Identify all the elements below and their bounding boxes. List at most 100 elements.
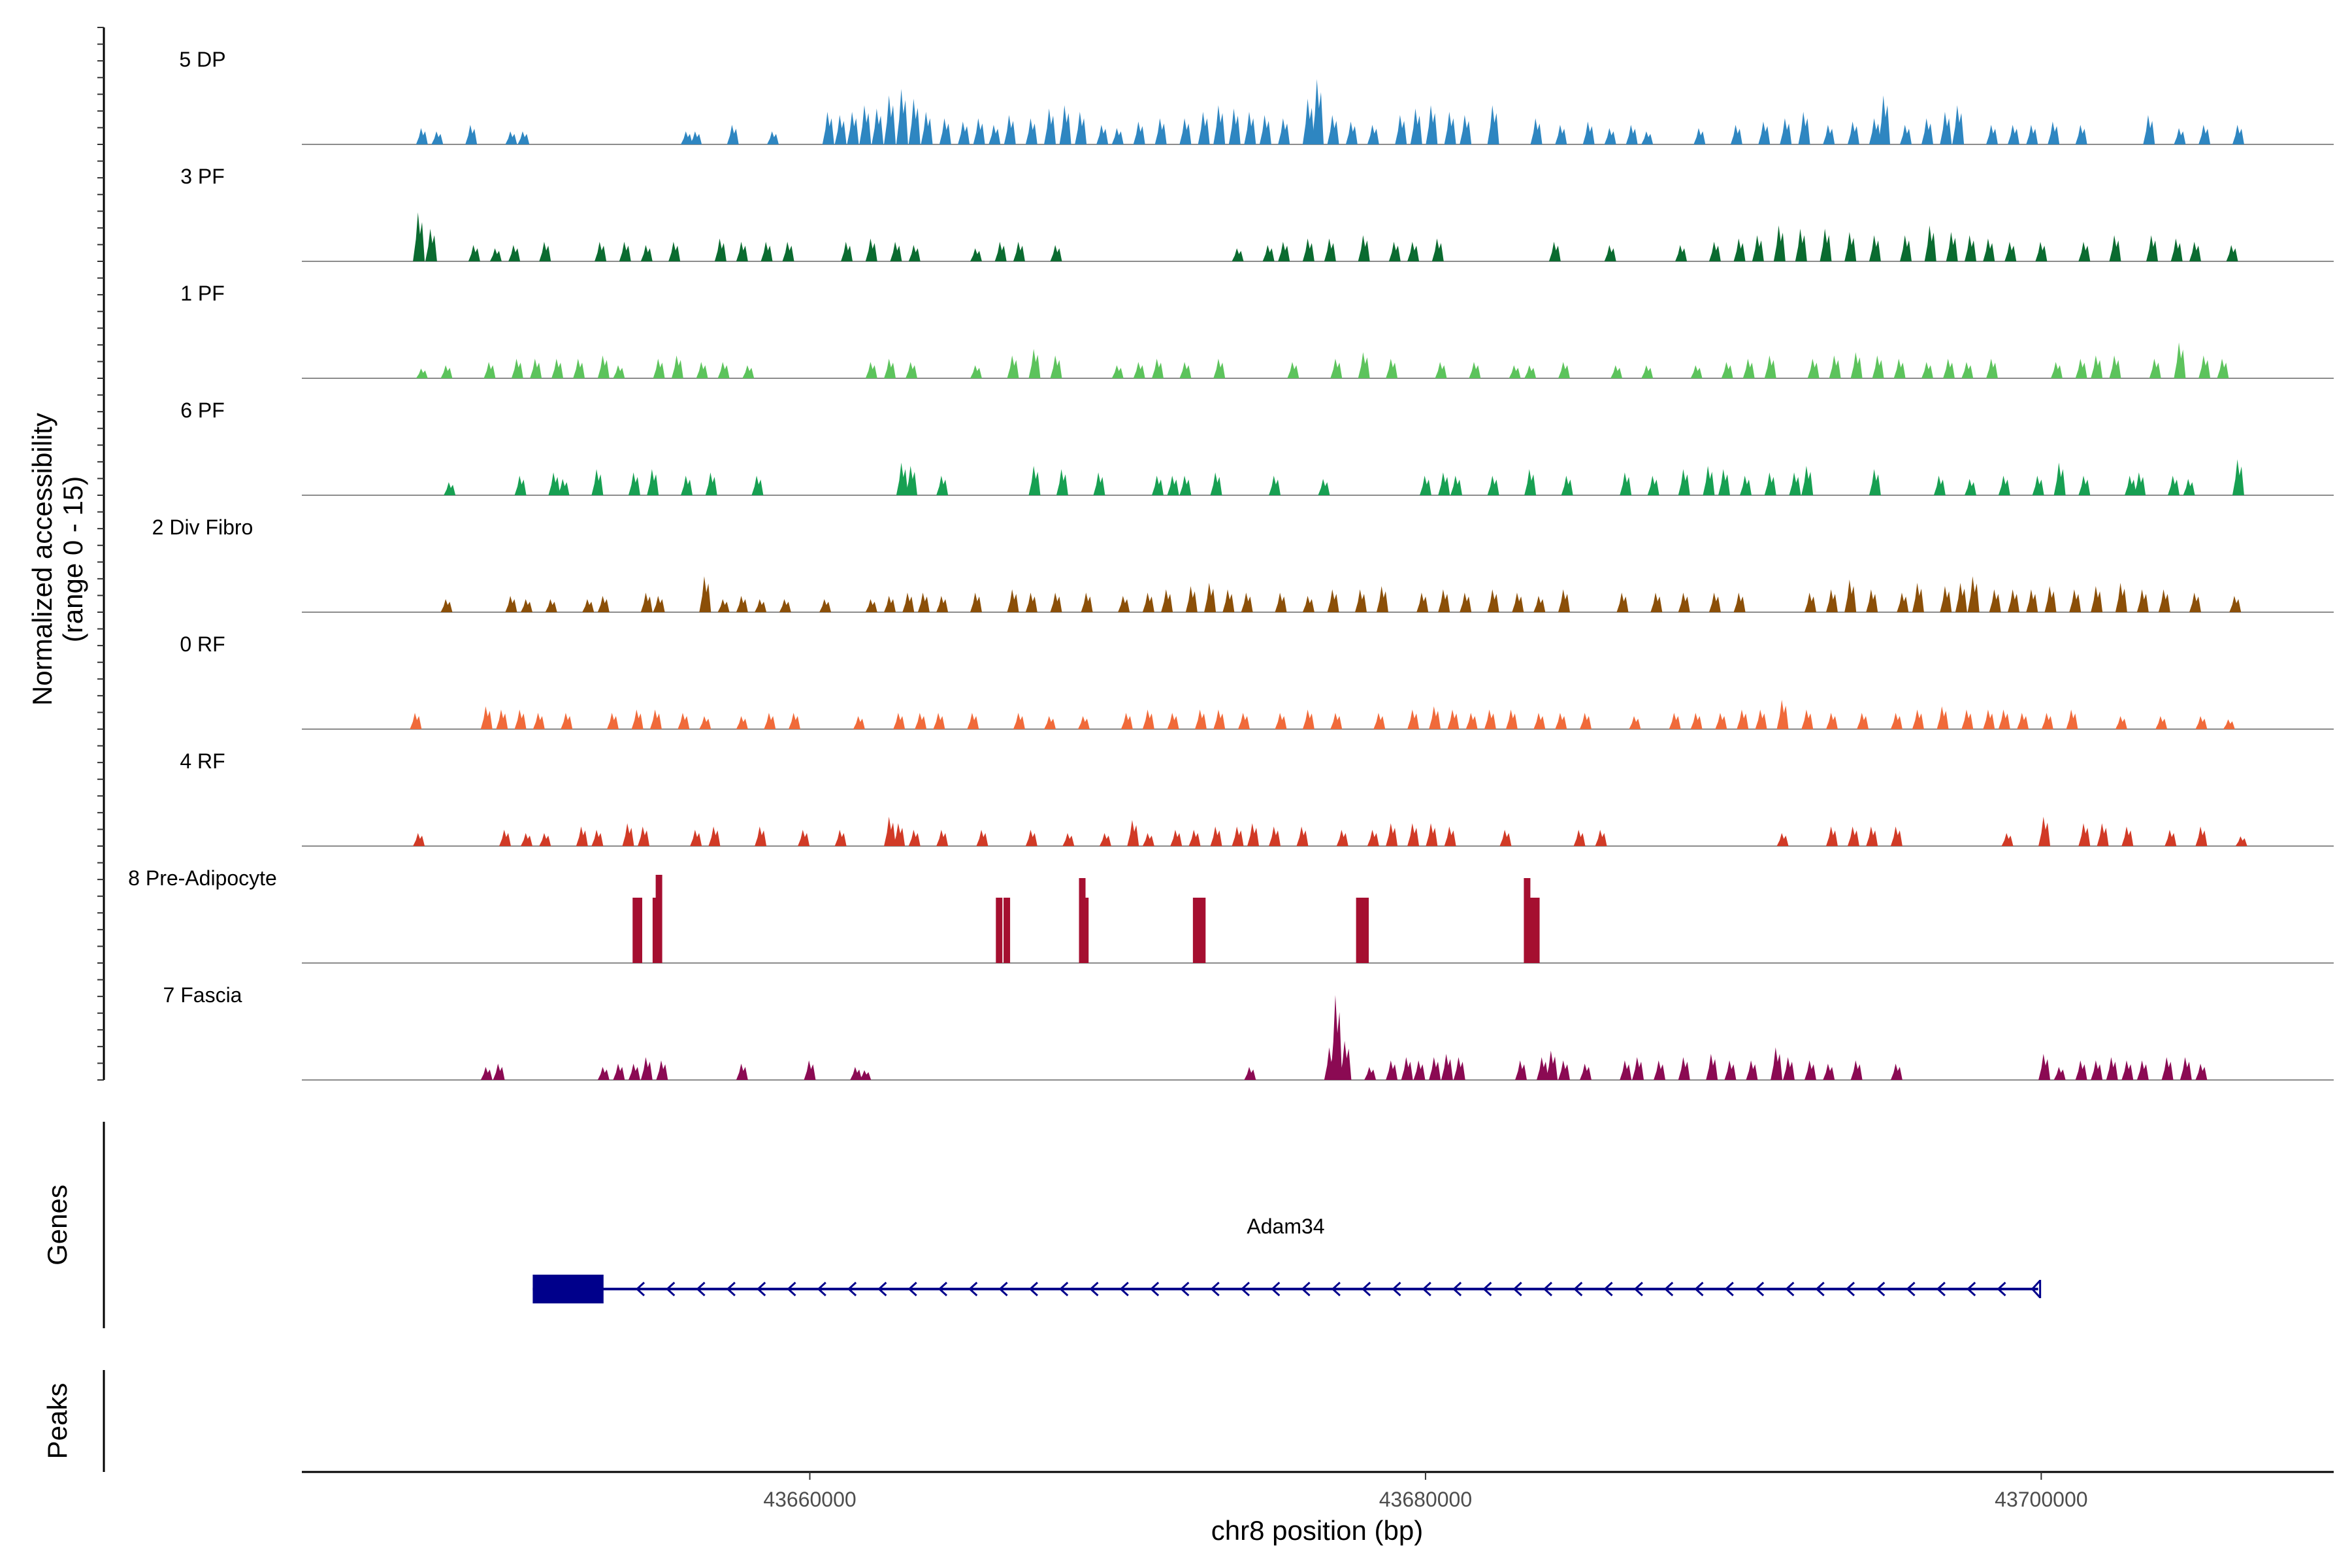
coverage-peak bbox=[1484, 710, 1496, 729]
coverage-peak bbox=[2164, 830, 2177, 846]
strand-arrow bbox=[1543, 1281, 1553, 1297]
coverage-peak bbox=[2004, 242, 2017, 261]
strand-arrow bbox=[1815, 1281, 1825, 1297]
coverage-peak bbox=[1869, 235, 1881, 261]
coverage-peak bbox=[1900, 235, 1912, 261]
coverage-peak bbox=[1940, 112, 1952, 144]
coverage-peak bbox=[1241, 593, 1253, 612]
coverage-peak bbox=[1278, 118, 1290, 144]
coverage-peak bbox=[1746, 1060, 1758, 1080]
coverage-peak bbox=[1358, 352, 1370, 378]
coverage-peak bbox=[1533, 713, 1546, 729]
track-label: 5 DP bbox=[179, 48, 225, 71]
coverage-peak bbox=[1358, 235, 1370, 261]
track-label: 3 PF bbox=[180, 165, 225, 188]
coverage-peak bbox=[1302, 710, 1315, 729]
coverage-peak bbox=[2115, 583, 2127, 612]
coverage-peak bbox=[1118, 596, 1130, 612]
coverage-peak bbox=[1850, 352, 1863, 378]
track-label: 1 PF bbox=[180, 282, 225, 305]
coverage-peak bbox=[766, 131, 779, 144]
coverage-peak bbox=[678, 713, 690, 729]
strand-arrow bbox=[998, 1281, 1008, 1297]
coverage-peak bbox=[1825, 826, 1838, 846]
coverage-peak bbox=[1056, 469, 1068, 495]
coverage-peak bbox=[1718, 469, 1730, 495]
coverage-peak bbox=[1487, 589, 1499, 612]
y-axis-label-line2: (range 0 - 15) bbox=[57, 476, 88, 642]
coverage-peak bbox=[1776, 700, 1789, 729]
coverage-peak bbox=[1561, 476, 1573, 495]
coverage-peak bbox=[936, 830, 949, 846]
coverage-peak bbox=[653, 359, 665, 378]
coverage-peak bbox=[1866, 589, 1878, 612]
coverage-peak bbox=[1604, 245, 1616, 261]
coverage-peak bbox=[647, 469, 659, 495]
coverage-peak bbox=[1737, 710, 1749, 729]
coverage-peak bbox=[1555, 713, 1567, 729]
coverage-peak bbox=[2198, 355, 2211, 378]
coverage-peak bbox=[2053, 463, 2066, 495]
coverage-peak bbox=[1866, 826, 1878, 846]
coverage-peak bbox=[1703, 466, 1715, 495]
coverage-peak bbox=[496, 710, 508, 729]
coverage-peak bbox=[514, 476, 527, 495]
strand-arrow bbox=[1089, 1281, 1099, 1297]
coverage-peak bbox=[561, 713, 573, 729]
coverage-peak bbox=[1426, 105, 1438, 144]
coverage-peak bbox=[1715, 713, 1727, 729]
coverage-peak bbox=[416, 368, 428, 378]
coverage-peak bbox=[1964, 479, 1976, 495]
coverage-peak bbox=[1050, 593, 1062, 612]
coverage-peak bbox=[884, 359, 896, 378]
coverage-peak bbox=[1616, 593, 1629, 612]
track-8-pre-adipocyte: 8 Pre-Adipocyte bbox=[128, 866, 2334, 964]
coverage-peak bbox=[1798, 112, 1810, 144]
peaks-panel: Peaks bbox=[42, 1370, 105, 1472]
coverage-peak bbox=[649, 710, 662, 729]
coverage-peak bbox=[1654, 1060, 1666, 1080]
coverage-peak bbox=[1998, 476, 2010, 495]
x-tick-label: 43680000 bbox=[1379, 1488, 1472, 1511]
coverage-peak bbox=[2217, 359, 2229, 378]
strand-arrow bbox=[1724, 1281, 1734, 1297]
coverage-peak bbox=[1198, 112, 1210, 144]
coverage-peak bbox=[1629, 716, 1641, 729]
tracks: 5 DP 3 PF 1 PF 6 PF 2 Div Fibro 0 RF 4 RF 8 Pre… bbox=[128, 48, 2334, 1081]
coverage-peak bbox=[576, 826, 588, 846]
gene-exon bbox=[532, 1275, 604, 1303]
coverage-peak bbox=[2032, 476, 2044, 495]
coverage-peak bbox=[1758, 122, 1771, 144]
coverage-peak bbox=[1512, 593, 1524, 612]
coverage-peak bbox=[1210, 472, 1222, 495]
coverage-peak bbox=[717, 362, 730, 378]
strand-arrow bbox=[1119, 1281, 1129, 1297]
coverage-peak bbox=[970, 593, 982, 612]
strand-arrow bbox=[1633, 1281, 1643, 1297]
coverage-peak bbox=[597, 596, 610, 612]
coverage-peak bbox=[1450, 476, 1463, 495]
coverage-peak bbox=[591, 469, 604, 495]
coverage-peak bbox=[1077, 716, 1090, 729]
coverage-peak bbox=[1259, 115, 1271, 144]
coverage-peak bbox=[2050, 362, 2063, 378]
coverage-peak bbox=[1302, 238, 1315, 261]
strand-arrow bbox=[1966, 1281, 1976, 1297]
coverage-peak bbox=[1302, 596, 1315, 612]
coverage-peak bbox=[1985, 359, 1998, 378]
coverage-peak bbox=[988, 125, 1001, 144]
coverage-peak bbox=[1228, 108, 1241, 144]
coverage-peak bbox=[1505, 710, 1518, 729]
coverage-peak bbox=[859, 1070, 872, 1080]
coverage-peak bbox=[1890, 713, 1903, 729]
coverage-peak bbox=[727, 125, 739, 144]
coverage-peak bbox=[1302, 99, 1315, 144]
track-6-pf: 6 PF bbox=[180, 399, 2334, 496]
coverage-peak bbox=[1558, 1060, 1570, 1080]
coverage-peak bbox=[1364, 1067, 1377, 1080]
coverage-peak bbox=[1708, 593, 1721, 612]
strand-arrow bbox=[1603, 1281, 1613, 1297]
coverage-peak bbox=[1690, 713, 1703, 729]
coverage-peak bbox=[2195, 1064, 2208, 1080]
coverage-peak bbox=[635, 898, 642, 963]
